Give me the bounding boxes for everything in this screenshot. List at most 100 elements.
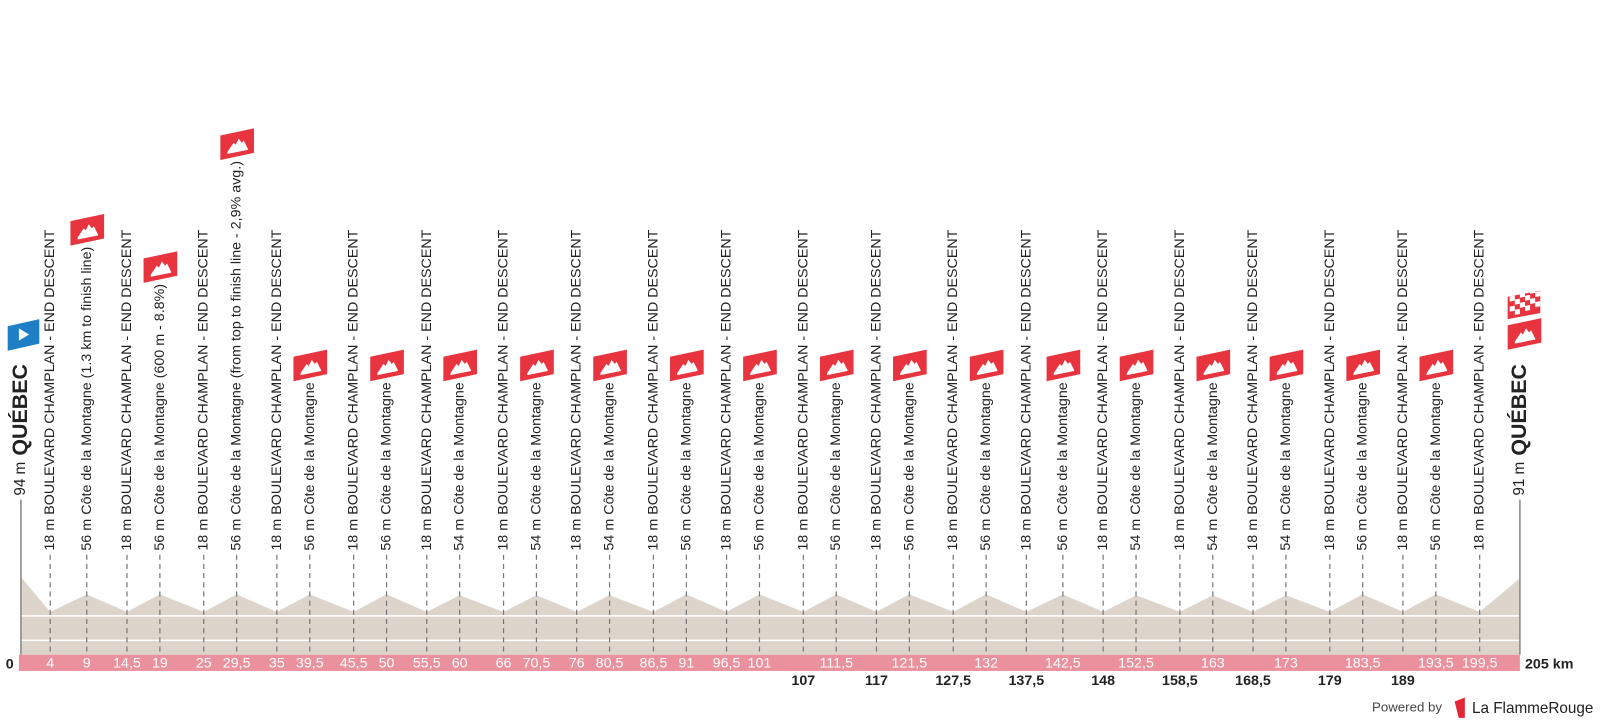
waypoint-label: 18 m BOULEVARD CHAMPLAN - END DESCENT (1471, 229, 1487, 550)
climb-mountain (77, 224, 98, 240)
waypoint-label: 54 m Côte de la Montagne (1278, 382, 1294, 550)
climb-mountain (1353, 359, 1374, 376)
climb-mountain (976, 359, 998, 376)
elevation: 18 (568, 535, 584, 551)
waypoint-label: 56 m Côte de la Montagne (901, 382, 917, 550)
waypoint-name: BOULEVARD CHAMPLAN - END DESCENT (1245, 229, 1261, 514)
elevation: 18 (42, 535, 58, 551)
climb-mountain (227, 138, 248, 154)
checker (1535, 301, 1541, 308)
elevation: 18 (495, 535, 511, 551)
unit: m (1322, 519, 1338, 531)
waypoint-label: 56 m Côte de la Montagne (828, 382, 844, 550)
waypoint-label: 18 m BOULEVARD CHAMPLAN - END DESCENT (1172, 229, 1188, 550)
unit: m (42, 519, 58, 531)
climb-mountain (300, 359, 321, 376)
waypoint-label: 56 m Côte de la Montagne (600 m - 8.8%) (152, 284, 168, 551)
unit: m (678, 519, 694, 531)
elevation: 18 (718, 535, 734, 551)
unit: m (868, 519, 884, 531)
waypoint-name: Côte de la Montagne (901, 382, 917, 515)
unit: m (12, 462, 29, 475)
waypoint-label: 54 m Côte de la Montagne (601, 382, 617, 550)
elevation: 91 (1511, 479, 1528, 496)
waypoint-name: BOULEVARD CHAMPLAN - END DESCENT (345, 229, 361, 514)
waypoint-name: BOULEVARD CHAMPLAN - END DESCENT (42, 229, 58, 514)
unit: m (945, 519, 961, 531)
km-label: 121,5 (892, 656, 928, 672)
elevation: 94 (12, 478, 29, 495)
unit: m (1245, 519, 1261, 531)
climb-mountain (527, 359, 548, 376)
elevation: 18 (345, 535, 361, 551)
waypoint-label: 18 m BOULEVARD CHAMPLAN - END DESCENT (269, 229, 285, 550)
km-label: 183,5 (1345, 656, 1381, 672)
waypoint-label: 54 m Côte de la Montagne (1205, 382, 1221, 550)
waypoint-name: BOULEVARD CHAMPLAN - END DESCENT (868, 229, 884, 514)
climb-icon (1046, 349, 1081, 382)
climb-icon (1119, 349, 1154, 382)
km-label: 168,5 (1235, 673, 1271, 689)
elevation: 56 (302, 535, 318, 551)
unit: m (528, 519, 544, 531)
elevation: 18 (868, 535, 884, 551)
waypoint-label: 56 m Côte de la Montagne (1055, 382, 1071, 550)
unit: m (1018, 519, 1034, 531)
climb-icon (1419, 349, 1454, 382)
x-tick-label: 205 km (1525, 657, 1573, 673)
km-label: 19 (152, 656, 168, 672)
unit: m (1055, 519, 1071, 531)
elevation: 18 (119, 535, 135, 551)
unit: m (1172, 519, 1188, 531)
km-label: 199,5 (1462, 656, 1498, 672)
unit: m (568, 519, 584, 531)
waypoint-name: BOULEVARD CHAMPLAN - END DESCENT (419, 229, 435, 514)
finish-flag (1507, 287, 1541, 320)
km-label: 107 (791, 673, 815, 689)
waypoint-label: 18 m BOULEVARD CHAMPLAN - END DESCENT (1322, 229, 1338, 550)
place-name: QUÉBEC (7, 364, 32, 456)
checker (1519, 291, 1525, 298)
climb-icon (1269, 349, 1304, 382)
waypoint-name: BOULEVARD CHAMPLAN - END DESCENT (1322, 229, 1338, 514)
unit: m (795, 519, 811, 531)
waypoint-name: Côte de la Montagne (601, 382, 617, 515)
waypoint-name: Côte de la Montagne (1.3 km to finish li… (79, 247, 95, 515)
unit: m (1511, 462, 1528, 475)
elevation: 54 (601, 535, 617, 551)
elevation: 18 (1471, 535, 1487, 551)
km-label: 148 (1091, 673, 1115, 689)
unit: m (1428, 519, 1444, 531)
start-label: 94 m QUÉBEC (7, 364, 32, 496)
waypoint-name: BOULEVARD CHAMPLAN - END DESCENT (945, 229, 961, 514)
climb-icon (743, 349, 777, 382)
unit: m (196, 519, 212, 531)
unit: m (378, 519, 394, 531)
climb-icon (1346, 349, 1381, 382)
elevation: 18 (795, 535, 811, 551)
start-arrow (18, 328, 30, 341)
km-label: 91 (678, 656, 694, 672)
waypoint-label: 18 m BOULEVARD CHAMPLAN - END DESCENT (119, 229, 135, 550)
waypoint-name: Côte de la Montagne (378, 382, 394, 515)
waypoint-name: Côte de la Montagne (678, 382, 694, 515)
waypoint-name: BOULEVARD CHAMPLAN - END DESCENT (568, 229, 584, 514)
waypoint-label: 18 m BOULEVARD CHAMPLAN - END DESCENT (196, 229, 212, 550)
climb-mountain (1053, 359, 1075, 376)
climb-icon (520, 349, 554, 382)
unit: m (978, 519, 994, 531)
unit: m (119, 519, 135, 531)
km-label: 29,5 (223, 656, 251, 672)
elevation: 56 (901, 535, 917, 551)
checker (1524, 294, 1531, 301)
unit: m (495, 519, 511, 531)
climb-mountain (450, 359, 471, 376)
checker (1519, 301, 1525, 308)
waypoint-label: 18 m BOULEVARD CHAMPLAN - END DESCENT (1095, 229, 1111, 550)
checker (1535, 290, 1541, 297)
climb-mountain (750, 359, 771, 376)
km-label: 76 (569, 656, 585, 672)
elevation: 54 (1278, 535, 1294, 551)
checker (1509, 295, 1515, 302)
waypoint-name: BOULEVARD CHAMPLAN - END DESCENT (1172, 229, 1188, 514)
